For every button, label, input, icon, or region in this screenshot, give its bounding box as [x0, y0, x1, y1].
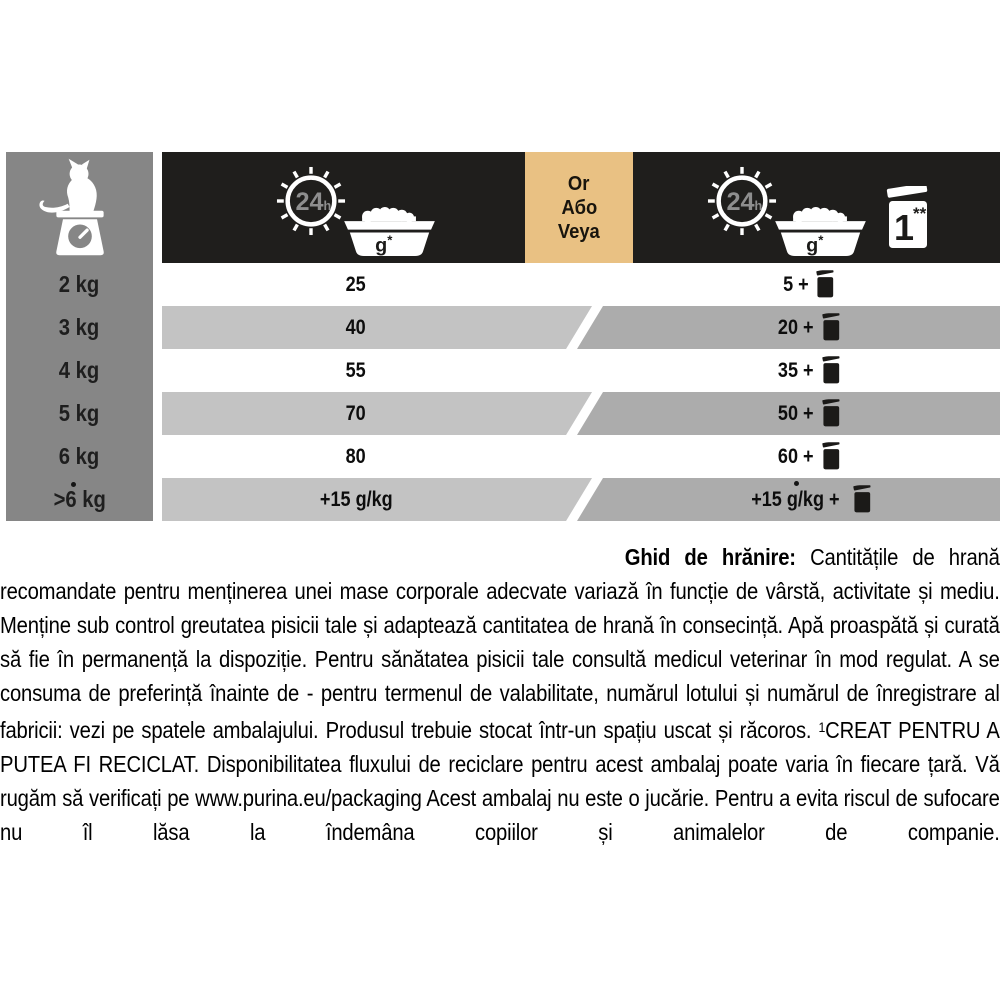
table-row: 55 35 + — [162, 349, 1000, 392]
mixed-feeding-header: 1 ** — [707, 166, 932, 257]
wet-amount-cell: 35 + — [617, 349, 1000, 392]
dry-amount-cell: +15 g/kg — [319, 487, 393, 511]
table-row: 25 5 + — [162, 263, 1000, 306]
weight-label: 2 kg — [59, 271, 100, 297]
weight-label: 3 kg — [59, 314, 100, 340]
weight-label: >6 kg — [6, 478, 153, 521]
dry-food-header — [276, 166, 437, 257]
table-header: Or Або Veya 1 ** — [162, 152, 1000, 263]
feeding-guide-lead: Ghid de hrănire: — [624, 544, 796, 570]
weight-column: 2 kg 3 kg 4 kg 5 kg 6 kg >6 kg — [6, 152, 153, 521]
pouch-icon — [852, 485, 873, 513]
svg-text:1: 1 — [894, 207, 914, 248]
dry-amount-cell: 25 — [345, 272, 367, 296]
dry-amount-cell: 80 — [345, 444, 367, 468]
amount-grid: Or Або Veya 1 ** 25 — [162, 152, 1000, 521]
weight-label: 6 kg — [59, 443, 100, 469]
table-row: 80 60 + — [162, 435, 1000, 478]
feeding-guide-paragraph: Ghid de hrănire: Cantitățile de hrană re… — [0, 540, 1000, 849]
dry-amount-cell: 70 — [345, 401, 367, 425]
feeding-guide-body-1: Cantitățile de hrană recomandate pentru … — [0, 544, 1000, 743]
or-label-tr: Veya — [558, 220, 600, 243]
wet-food-pouch-icon: 1 ** — [886, 186, 928, 248]
wet-amount-cell: 5 + — [617, 263, 1000, 306]
or-label-ua: Або — [561, 196, 597, 219]
dry-amount-cell: 40 — [345, 315, 367, 339]
pouch-icon — [815, 270, 836, 298]
24h-clock-icon — [707, 166, 777, 236]
wet-amount-cell: 50 + — [617, 392, 1000, 435]
food-bowl-icon — [773, 206, 868, 257]
food-bowl-icon — [342, 206, 437, 257]
table-row: +15 g/kg +15 g/kg + — [162, 478, 1000, 521]
table-row: 70 50 + — [162, 392, 1000, 435]
feeding-guide-body-2: CREAT PENTRU A PUTEA FI RECICLAT. Dispon… — [0, 717, 1000, 845]
pouch-icon — [821, 399, 842, 427]
pouch-icon — [821, 356, 842, 384]
weight-label: 4 kg — [59, 357, 100, 383]
wet-amount-cell: 60 + — [617, 435, 1000, 478]
24h-clock-icon — [276, 166, 346, 236]
svg-text:**: ** — [913, 204, 927, 223]
dry-amount-cell: 55 — [345, 358, 367, 382]
wet-amount-cell: 20 + — [617, 306, 1000, 349]
recyclable-footnote-sup: 1 — [818, 719, 826, 735]
dot-mark — [793, 481, 799, 486]
dot-mark — [70, 482, 76, 487]
cat-on-scale-icon — [38, 158, 104, 256]
table-row: 40 20 + — [162, 306, 1000, 349]
weight-label: 5 kg — [59, 400, 100, 426]
pouch-icon — [821, 442, 842, 470]
pouch-icon — [821, 313, 842, 341]
or-label-en: Or — [568, 172, 590, 195]
wet-amount-cell: +15 g/kg + — [617, 478, 1000, 521]
or-separator-cell: Or Або Veya — [525, 152, 633, 263]
